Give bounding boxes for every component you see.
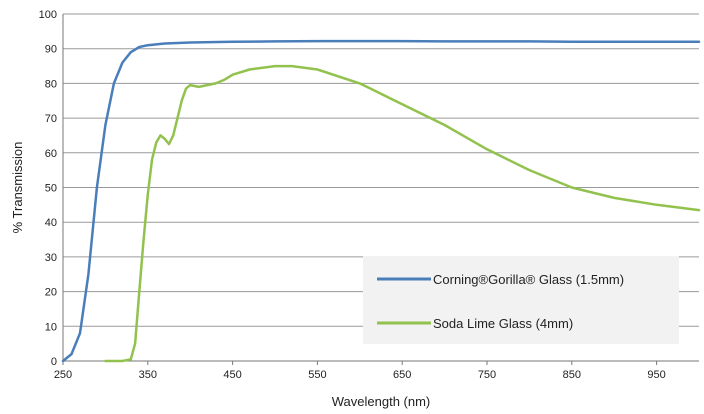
series-line-0 xyxy=(61,39,701,363)
x-tick-label: 250 xyxy=(54,369,72,381)
x-tick-label: 650 xyxy=(393,369,411,381)
x-axis-title: Wavelength (nm) xyxy=(332,394,431,409)
legend-label: Corning®Gorilla® Glass (1.5mm) xyxy=(433,272,624,287)
grid-lines xyxy=(63,13,699,327)
y-tick-label: 100 xyxy=(39,9,57,21)
y-tick-label: 80 xyxy=(45,78,57,90)
series-line-1 xyxy=(104,64,701,363)
y-tick-label: 50 xyxy=(45,183,57,195)
x-tick-label: 350 xyxy=(139,369,157,381)
legend-background xyxy=(363,256,679,344)
y-tick-label: 40 xyxy=(45,217,57,229)
axes xyxy=(62,14,699,362)
x-tick-label: 450 xyxy=(223,369,241,381)
y-tick-label: 60 xyxy=(45,148,57,160)
legend-box xyxy=(363,256,679,344)
series-lines xyxy=(61,39,701,363)
x-tick-label: 550 xyxy=(308,369,326,381)
y-tick-label: 30 xyxy=(45,252,57,264)
y-tick-label: 0 xyxy=(51,356,57,368)
y-tick-label: 70 xyxy=(45,113,57,125)
x-tick-label: 750 xyxy=(478,369,496,381)
x-tick-labels: 250 350 450 550 650 750 850 950 xyxy=(54,361,666,381)
y-axis-title: % Transmission xyxy=(10,142,25,234)
y-tick-label: 20 xyxy=(45,287,57,299)
x-tick-label: 850 xyxy=(563,369,581,381)
legend: Corning®Gorilla® Glass (1.5mm) Soda Lime … xyxy=(377,272,624,331)
y-tick-label: 90 xyxy=(45,44,57,56)
legend-label: Soda Lime Glass (4mm) xyxy=(433,316,573,331)
x-tick-label: 950 xyxy=(647,369,665,381)
y-tick-labels: 0 10 20 30 40 50 60 70 80 90 100 xyxy=(39,9,57,368)
y-tick-label: 10 xyxy=(45,321,57,333)
